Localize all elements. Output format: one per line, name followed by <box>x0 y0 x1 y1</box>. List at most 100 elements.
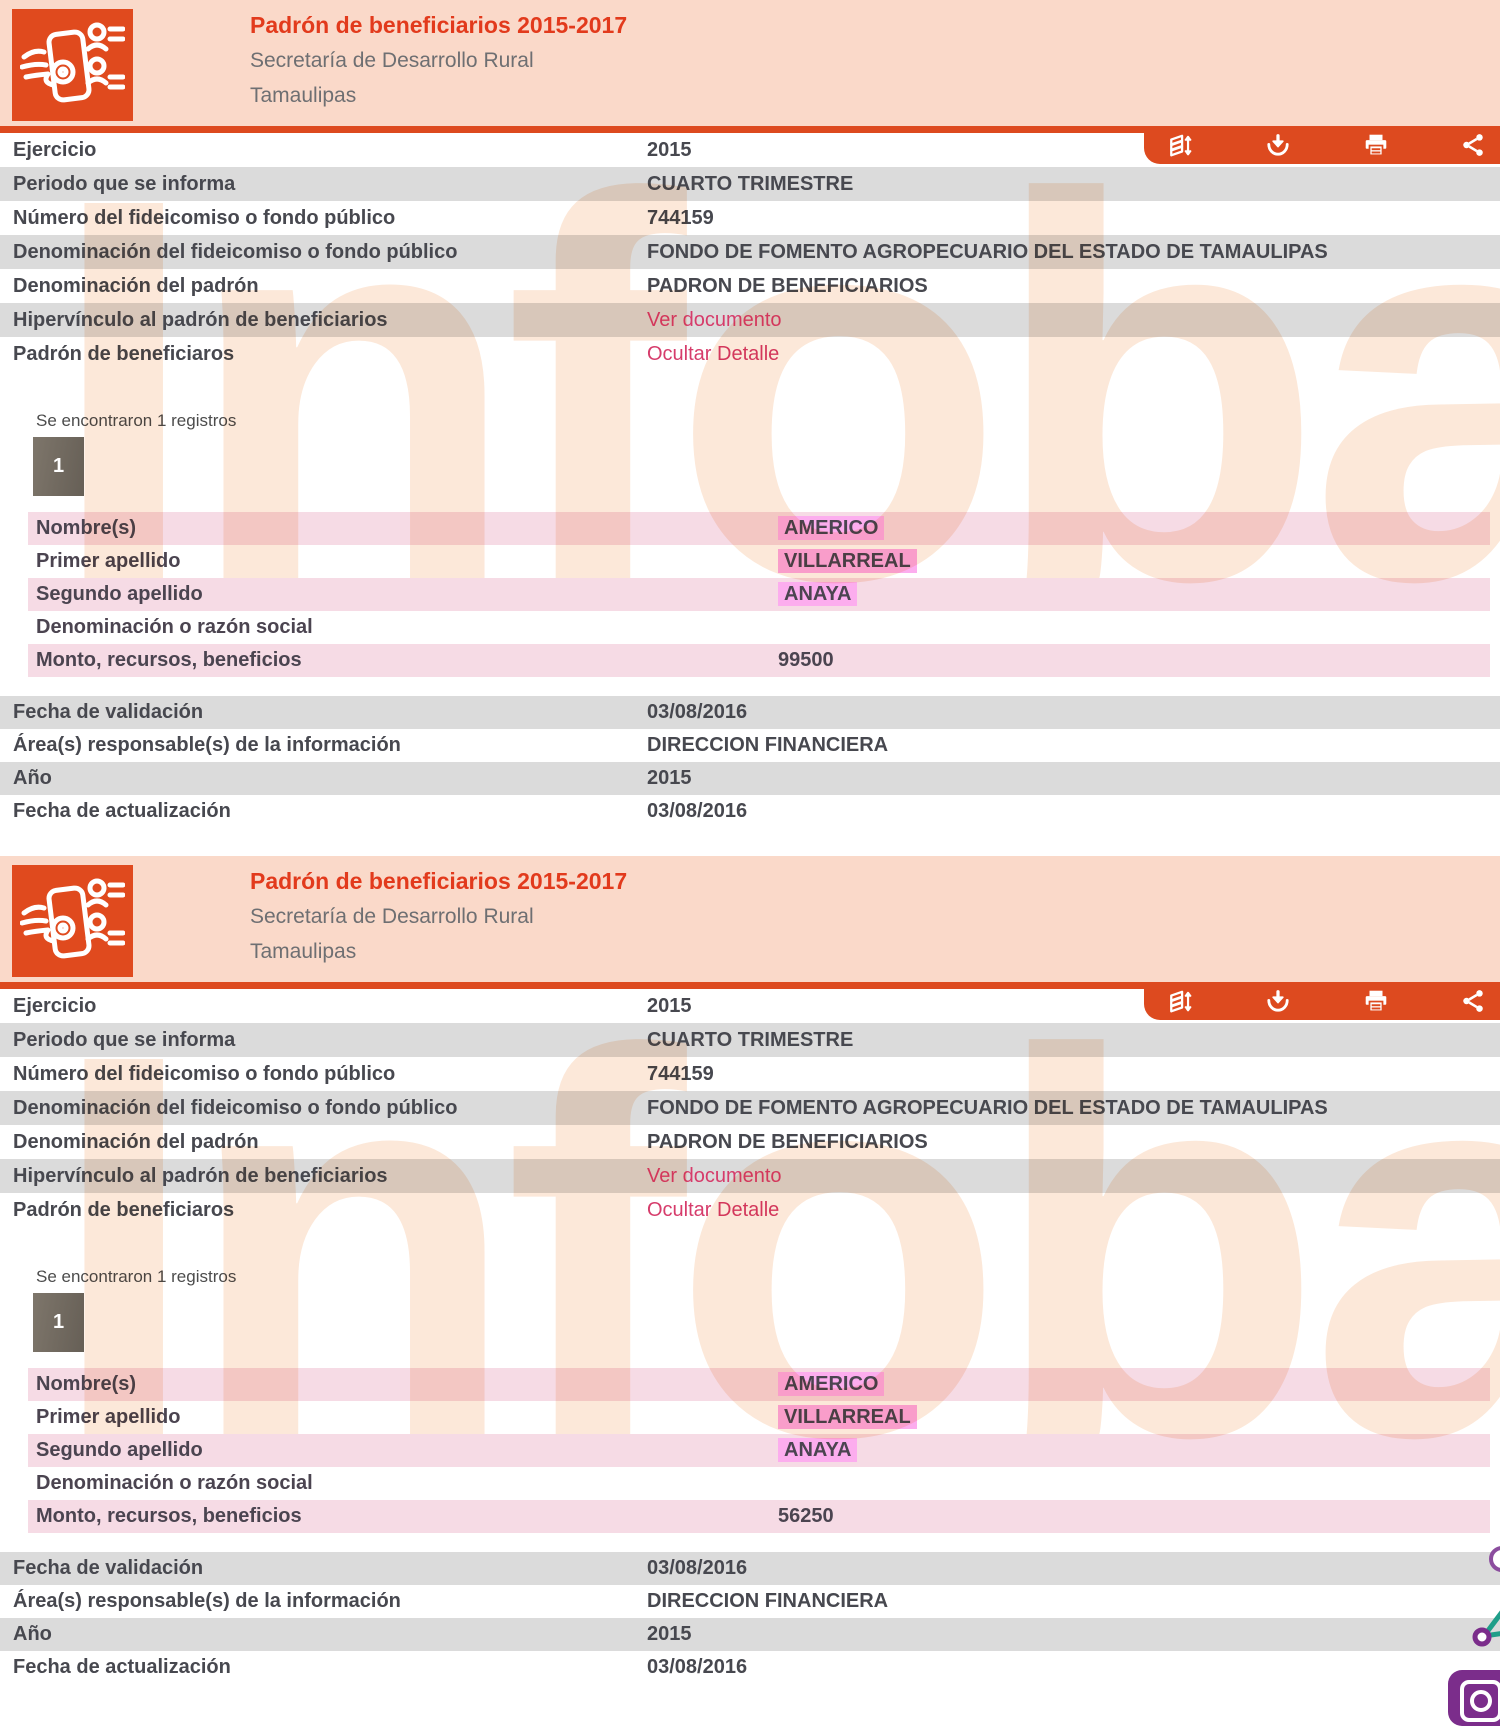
row-label: Denominación o razón social <box>36 1472 313 1494</box>
pagination-page-1-button[interactable]: 1 <box>33 437 84 496</box>
highlighted-value: VILLARREAL <box>778 1405 917 1429</box>
table-row: Hipervínculo al padrón de beneficiarios … <box>0 303 1500 337</box>
row-label: Primer apellido <box>36 550 181 572</box>
row-value: 56250 <box>778 1505 834 1527</box>
records-icon[interactable] <box>1168 988 1194 1014</box>
table-row: Segundo apellido ANAYA <box>28 578 1490 611</box>
share-nodes-icon[interactable] <box>1468 1588 1500 1650</box>
records-icon[interactable] <box>1168 132 1194 158</box>
row-value: 03/08/2016 <box>647 701 748 723</box>
table-row: Año 2015 <box>0 1618 1500 1651</box>
table-row: Área(s) responsable(s) de la información… <box>0 1585 1500 1618</box>
row-value: ANAYA <box>778 578 858 611</box>
row-value: DIRECCION FINANCIERA <box>647 734 889 756</box>
row-label: Primer apellido <box>36 1406 181 1428</box>
record-header: Padrón de beneficiarios 2015-2017 Secret… <box>0 856 1500 982</box>
table-row: Monto, recursos, beneficios 99500 <box>28 644 1490 677</box>
table-row: Monto, recursos, beneficios 56250 <box>28 1500 1490 1533</box>
table-row: Ejercicio 2015 <box>0 989 1500 1023</box>
row-value: PADRON DE BENEFICIARIOS <box>647 1131 928 1153</box>
table-row: Fecha de validación 03/08/2016 <box>0 696 1500 729</box>
table-row: Primer apellido VILLARREAL <box>28 545 1490 578</box>
table-row: Denominación o razón social <box>28 1467 1490 1500</box>
social-dot-icon[interactable] <box>1489 1546 1500 1572</box>
print-icon[interactable] <box>1363 988 1389 1014</box>
camera-lens <box>1470 1690 1492 1712</box>
row-value: 03/08/2016 <box>647 1656 748 1678</box>
row-value: AMERICO <box>778 512 885 545</box>
table-row: Periodo que se informa CUARTO TRIMESTRE <box>0 1023 1500 1057</box>
highlighted-value: VILLARREAL <box>778 549 917 573</box>
download-icon[interactable] <box>1265 132 1291 158</box>
table-row: Padrón de beneficiaros Ocultar Detalle <box>0 1193 1500 1227</box>
row-label: Segundo apellido <box>36 583 203 605</box>
record-titles: Padrón de beneficiarios 2015-2017 Secret… <box>250 868 627 975</box>
row-label: Fecha de actualización <box>13 1656 231 1678</box>
table-row: Hipervínculo al padrón de beneficiarios … <box>0 1159 1500 1193</box>
instagram-icon[interactable] <box>1448 1670 1500 1726</box>
table-row: Padrón de beneficiaros Ocultar Detalle <box>0 337 1500 371</box>
highlighted-value: ANAYA <box>778 1438 858 1462</box>
row-label: Hipervínculo al padrón de beneficiarios <box>13 1165 388 1187</box>
row-value: AMERICO <box>778 1368 885 1401</box>
row-label: Área(s) responsable(s) de la información <box>13 1590 401 1612</box>
row-value: DIRECCION FINANCIERA <box>647 1590 889 1612</box>
row-value: FONDO DE FOMENTO AGROPECUARIO DEL ESTADO… <box>647 1097 1328 1119</box>
ocultar-detalle-link[interactable]: Ocultar Detalle <box>647 343 780 365</box>
row-value: ANAYA <box>778 1434 858 1467</box>
share-icon[interactable] <box>1460 132 1486 158</box>
table-row: Primer apellido VILLARREAL <box>28 1401 1490 1434</box>
beneficiary-detail-table: Nombre(s) AMERICO Primer apellido VILLAR… <box>28 512 1490 677</box>
row-value: CUARTO TRIMESTRE <box>647 1029 854 1051</box>
beneficiary-detail-table: Nombre(s) AMERICO Primer apellido VILLAR… <box>28 1368 1490 1533</box>
row-value: 744159 <box>647 207 714 229</box>
print-icon[interactable] <box>1363 132 1389 158</box>
ocultar-detalle-link[interactable]: Ocultar Detalle <box>647 1199 780 1221</box>
record-card-2: Padrón de beneficiarios 2015-2017 Secret… <box>0 856 1500 1712</box>
row-label: Año <box>13 1623 52 1645</box>
row-label: Ejercicio <box>13 139 97 161</box>
row-label: Denominación del padrón <box>13 1131 259 1153</box>
row-value: 99500 <box>778 649 834 671</box>
share-icon[interactable] <box>1460 988 1486 1014</box>
row-label: Monto, recursos, beneficios <box>36 649 302 671</box>
results-count-text: Se encontraron 1 registros <box>36 411 237 430</box>
row-label: Denominación del fideicomiso o fondo púb… <box>13 1097 458 1119</box>
table-row: Fecha de actualización 03/08/2016 <box>0 795 1500 828</box>
row-value: 2015 <box>647 139 692 161</box>
row-value: PADRON DE BENEFICIARIOS <box>647 275 928 297</box>
row-label: Periodo que se informa <box>13 173 236 195</box>
record-card-1: Padrón de beneficiarios 2015-2017 Secret… <box>0 0 1500 856</box>
record-meta-table: Fecha de validación 03/08/2016 Área(s) r… <box>0 696 1500 828</box>
row-label: Monto, recursos, beneficios <box>36 1505 302 1527</box>
table-row: Denominación del padrón PADRON DE BENEFI… <box>0 269 1500 303</box>
row-label: Número del fideicomiso o fondo público <box>13 1063 396 1085</box>
record-meta-table: Fecha de validación 03/08/2016 Área(s) r… <box>0 1552 1500 1684</box>
page-title: Padrón de beneficiarios 2015-2017 <box>250 12 628 38</box>
organization-name: Secretaría de Desarrollo Rural <box>250 905 534 928</box>
row-value: VILLARREAL <box>778 1401 917 1434</box>
row-label: Denominación del padrón <box>13 275 259 297</box>
row-label: Fecha de validación <box>13 1557 204 1579</box>
row-label: Denominación del fideicomiso o fondo púb… <box>13 241 458 263</box>
state-name: Tamaulipas <box>250 940 357 963</box>
ver-documento-link[interactable]: Ver documento <box>647 309 782 331</box>
row-label: Área(s) responsable(s) de la información <box>13 734 401 756</box>
table-row: Nombre(s) AMERICO <box>28 1368 1490 1401</box>
row-label: Ejercicio <box>13 995 97 1017</box>
row-value: 03/08/2016 <box>647 800 748 822</box>
row-value: 03/08/2016 <box>647 1557 748 1579</box>
row-label: Padrón de beneficiaros <box>13 343 235 365</box>
ver-documento-link[interactable]: Ver documento <box>647 1165 782 1187</box>
table-row: Ejercicio 2015 <box>0 133 1500 167</box>
record-titles: Padrón de beneficiarios 2015-2017 Secret… <box>250 12 627 119</box>
orange-divider <box>0 126 1500 133</box>
organization-name: Secretaría de Desarrollo Rural <box>250 49 534 72</box>
row-value: 2015 <box>647 767 692 789</box>
download-icon[interactable] <box>1265 988 1291 1014</box>
table-row: Denominación del fideicomiso o fondo púb… <box>0 1091 1500 1125</box>
row-label: Fecha de actualización <box>13 800 231 822</box>
pagination-page-1-button[interactable]: 1 <box>33 1293 84 1352</box>
orange-divider <box>0 982 1500 989</box>
table-row: Año 2015 <box>0 762 1500 795</box>
